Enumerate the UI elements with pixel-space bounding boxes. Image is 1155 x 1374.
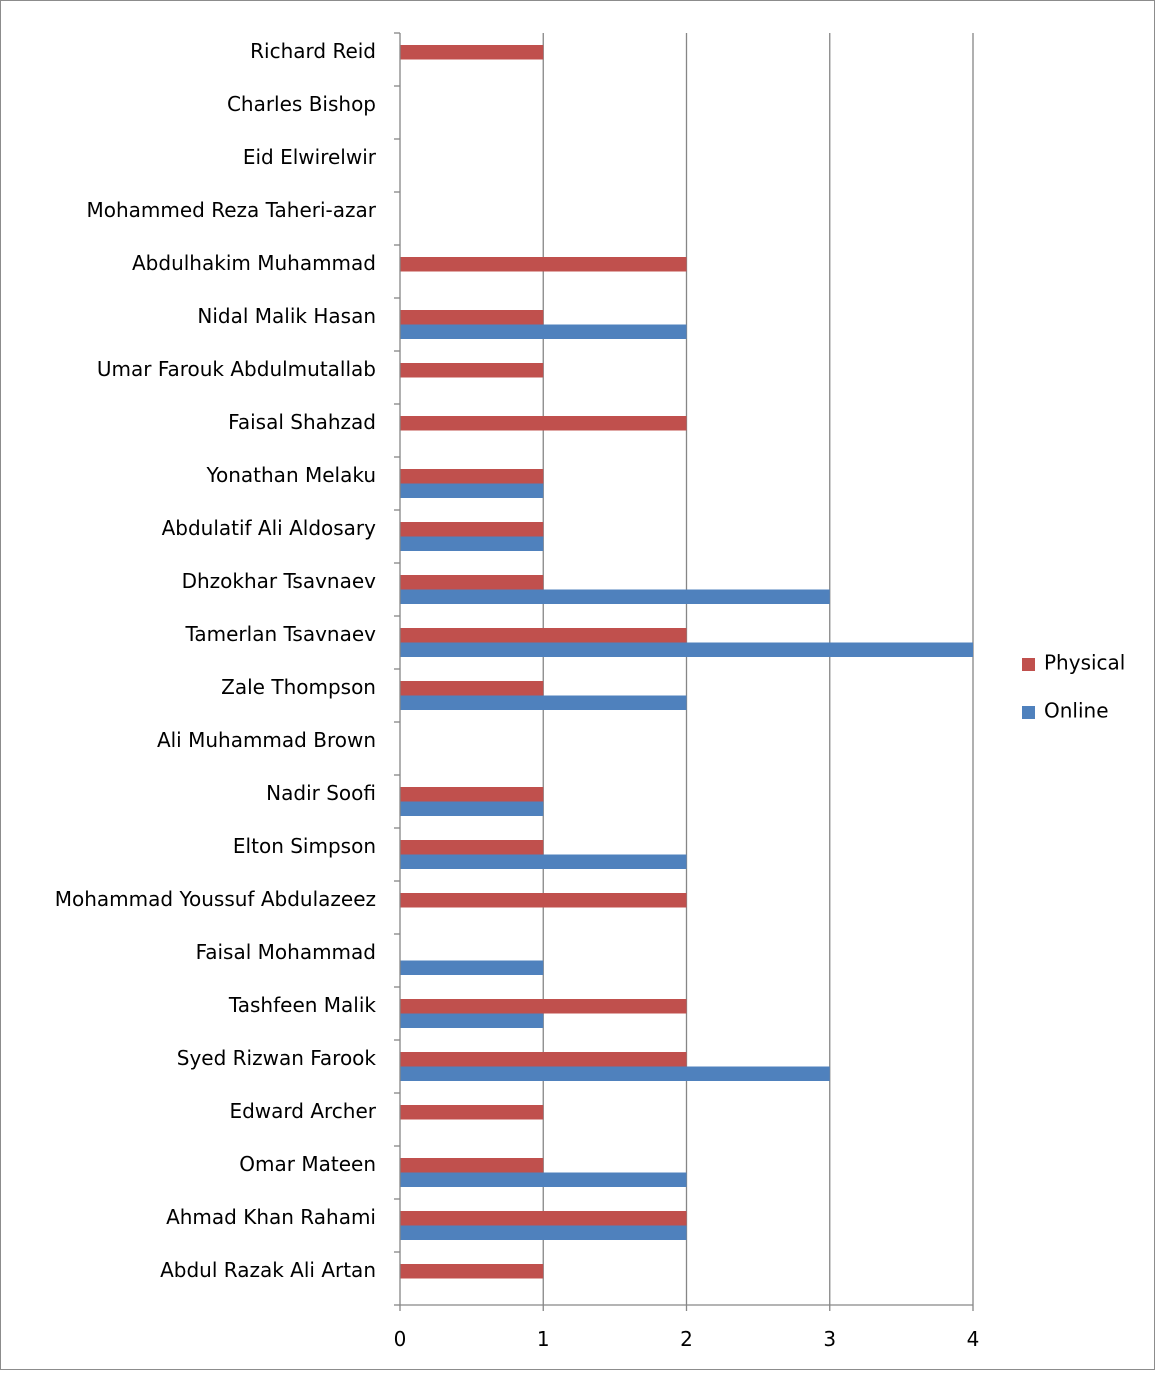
category-label: Syed Rizwan Farook: [177, 1046, 377, 1070]
category-label: Yonathan Melaku: [205, 463, 376, 487]
category-label: Abdulatif Ali Aldosary: [162, 516, 377, 540]
bar-physical: [400, 787, 544, 802]
category-label: Abdul Razak Ali Artan: [160, 1258, 376, 1282]
legend-swatch-physical: [1022, 658, 1035, 671]
category-label: Ali Muhammad Brown: [157, 728, 376, 752]
bar-online: [400, 1225, 687, 1240]
x-tick-label: 3: [823, 1327, 836, 1351]
category-label: Elton Simpson: [233, 834, 376, 858]
bar-physical: [400, 681, 544, 696]
bar-online: [400, 801, 544, 816]
bar-online: [400, 1013, 544, 1028]
category-label: Ahmad Khan Rahami: [166, 1205, 376, 1229]
bar-physical: [400, 310, 544, 325]
category-label: Nadir Soofi: [266, 781, 376, 805]
x-tick-label: 4: [967, 1327, 980, 1351]
bar-physical: [400, 257, 687, 272]
bar-online: [400, 1172, 687, 1187]
category-label: Dhzokhar Tsavnaev: [182, 569, 377, 593]
category-label: Eid Elwirelwir: [243, 145, 377, 169]
legend-label-online: Online: [1044, 699, 1109, 723]
bar-physical: [400, 1211, 687, 1226]
bar-online: [400, 589, 830, 604]
category-labels: Richard Reid Charles Bishop Eid Elwirelwir…: [55, 39, 377, 1282]
legend: Physical Online: [1022, 651, 1125, 723]
bar-physical: [400, 1052, 687, 1067]
category-label: Faisal Shahzad: [228, 410, 376, 434]
category-label: Umar Farouk Abdulmutallab: [97, 357, 376, 381]
category-label: Mohammed Reza Taheri-azar: [86, 198, 376, 222]
legend-swatch-online: [1022, 706, 1035, 719]
category-label: Faisal Mohammad: [196, 940, 376, 964]
bar-online: [400, 642, 973, 657]
x-tick-label: 2: [680, 1327, 693, 1351]
category-label: Mohammad Youssuf Abdulazeez: [55, 887, 376, 911]
bar-physical: [400, 628, 687, 643]
axes: 0 1 2 3 4: [394, 32, 980, 1351]
bar-physical: [400, 893, 687, 908]
category-label: Tashfeen Malik: [228, 993, 377, 1017]
category-label: Abdulhakim Muhammad: [132, 251, 376, 275]
bar-physical: [400, 575, 544, 590]
bar-physical: [400, 45, 544, 60]
gridlines: [542, 33, 974, 1305]
bar-physical: [400, 1264, 544, 1279]
bar-online: [400, 854, 687, 869]
bar-physical: [400, 1105, 544, 1120]
bar-online: [400, 695, 687, 710]
category-label: Nidal Malik Hasan: [197, 304, 376, 328]
x-tick-label: 0: [394, 1327, 407, 1351]
bar-physical: [400, 363, 544, 378]
bar-online: [400, 324, 687, 339]
bar-physical: [400, 469, 544, 484]
bar-physical: [400, 416, 687, 431]
bar-online: [400, 1066, 830, 1081]
bar-physical: [400, 522, 544, 537]
category-label: Tamerlan Tsavnaev: [184, 622, 376, 646]
category-label: Charles Bishop: [227, 92, 376, 116]
bar-physical: [400, 1158, 544, 1173]
bar-physical: [400, 999, 687, 1014]
bars: [400, 45, 973, 1279]
category-label: Richard Reid: [250, 39, 376, 63]
category-label: Omar Mateen: [239, 1152, 376, 1176]
legend-label-physical: Physical: [1044, 651, 1125, 675]
bar-online: [400, 960, 544, 975]
bar-online: [400, 483, 544, 498]
category-label: Edward Archer: [229, 1099, 376, 1123]
category-label: Zale Thompson: [221, 675, 376, 699]
bar-physical: [400, 840, 544, 855]
bar-online: [400, 536, 544, 551]
x-tick-label: 1: [537, 1327, 550, 1351]
